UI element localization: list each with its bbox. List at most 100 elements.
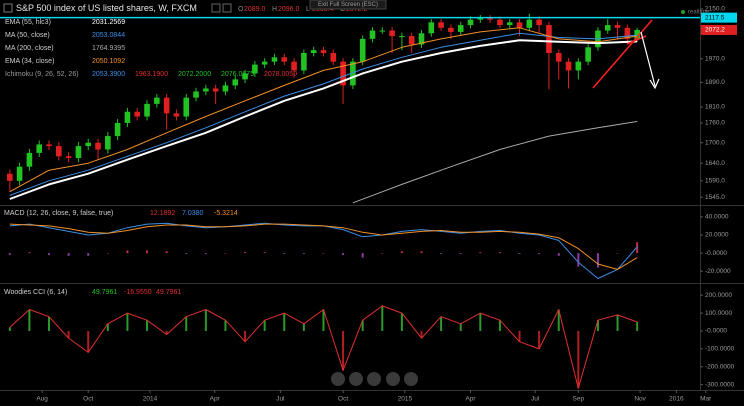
candle-body	[330, 52, 337, 62]
candle-body	[467, 19, 474, 26]
indicator-line	[352, 120, 638, 204]
histogram-bar	[381, 253, 384, 254]
histogram-bar	[28, 252, 31, 254]
y-tick-label: 1545.0	[705, 194, 725, 201]
indicator-line	[9, 305, 638, 389]
navigation	[331, 372, 418, 386]
candle-body	[487, 18, 493, 20]
title-buttons	[211, 3, 232, 13]
ichimoku-value: 2053.3900	[92, 71, 125, 78]
histogram-bar	[400, 251, 403, 254]
histogram-bar	[440, 253, 443, 255]
legend-value: 2053.0844	[92, 32, 125, 39]
candle-body	[261, 61, 268, 65]
histogram-bar	[263, 252, 266, 254]
candle-body	[399, 36, 405, 38]
histogram-bar	[146, 320, 149, 331]
histogram-bar	[538, 330, 541, 349]
candle-body	[448, 27, 454, 32]
nav-button[interactable]	[404, 372, 418, 386]
histogram-bar	[185, 316, 188, 331]
candle-body	[418, 33, 425, 45]
ohlc-value: 2089.0	[244, 6, 266, 13]
histogram-bar	[204, 253, 207, 255]
candle-body	[526, 19, 533, 28]
price-tag-label: 2117.5	[705, 14, 725, 21]
candle-body	[438, 22, 444, 28]
y-tick-label: 1640.0	[705, 160, 725, 167]
nav-button[interactable]	[386, 372, 400, 386]
candle-body	[281, 57, 288, 62]
candle-body	[359, 38, 366, 62]
candle-body	[506, 22, 513, 26]
candle-body	[105, 136, 111, 150]
candle-body	[203, 88, 209, 92]
histogram-bar	[244, 330, 247, 342]
arrow-head	[649, 78, 660, 90]
last-price-tag	[701, 24, 737, 35]
histogram-bar	[518, 330, 521, 342]
histogram-bar	[479, 313, 482, 331]
histogram-bar	[636, 242, 639, 254]
exit-fullscreen-box[interactable]	[309, 0, 387, 10]
nav-button[interactable]	[349, 372, 363, 386]
candle-body	[75, 146, 82, 159]
nav-button[interactable]	[367, 372, 381, 386]
histogram-bar	[106, 253, 109, 254]
y-tick-label: 1810.0	[705, 104, 725, 111]
x-tick-label: 2014	[143, 396, 158, 403]
candle-body	[604, 25, 611, 31]
candle-body	[369, 30, 376, 39]
candle-body	[565, 61, 572, 71]
candle-body	[614, 25, 621, 28]
candle-body	[428, 22, 435, 34]
histogram-bar	[440, 316, 443, 331]
panel-legend-value: -16.9550	[124, 289, 152, 296]
ohlc-value: 2096.0	[278, 6, 300, 13]
x-tick-label: Mar	[700, 396, 712, 403]
histogram-bar	[302, 323, 305, 331]
ichimoku-name: Ichimoku (9, 26, 52, 26)	[5, 71, 79, 78]
y-tick-label: -0.0000	[705, 328, 727, 335]
histogram-bar	[420, 251, 423, 254]
histogram-bar	[342, 330, 345, 371]
y-tick-label: -200.0000	[705, 363, 735, 370]
candle-body	[183, 97, 190, 117]
histogram-bar	[165, 251, 168, 254]
histogram-bar	[557, 309, 560, 331]
candle-body	[232, 79, 239, 86]
y-tick-label: 20.0000	[705, 232, 729, 239]
x-tick-label: Oct	[338, 396, 348, 403]
legend-value: 1764.9395	[92, 45, 125, 52]
candle-body	[291, 61, 297, 71]
candle-body	[193, 91, 199, 98]
histogram-bar	[538, 253, 541, 255]
histogram-bar	[146, 250, 149, 254]
histogram-bar	[224, 253, 227, 254]
histogram-bar	[185, 253, 188, 255]
symbol-icon[interactable]	[3, 3, 13, 13]
histogram-bar	[361, 253, 364, 258]
candle-body	[546, 25, 552, 53]
nav-button[interactable]	[331, 372, 345, 386]
y-tick-label: -20.0000	[705, 268, 731, 275]
y-tick-label: 1890.0	[705, 79, 725, 86]
y-tick-label: 2150.0	[705, 6, 725, 13]
histogram-bar	[126, 250, 129, 254]
histogram-bar	[263, 320, 266, 331]
histogram-bar	[636, 322, 639, 331]
ichimoku-value: 1963.1900	[135, 71, 168, 78]
histogram-bar	[126, 313, 129, 331]
candle-body	[46, 144, 52, 147]
candle-body	[477, 18, 484, 20]
histogram-bar	[67, 253, 70, 256]
button[interactable]	[222, 3, 232, 13]
exit-fullscreen[interactable]: Exit Full Screen (ESC)	[318, 2, 378, 8]
candle-body	[124, 111, 131, 123]
candle-body	[271, 57, 278, 62]
candle-body	[163, 97, 170, 114]
histogram-bar	[8, 327, 11, 331]
button[interactable]	[211, 3, 221, 13]
histogram-bar	[28, 309, 31, 331]
